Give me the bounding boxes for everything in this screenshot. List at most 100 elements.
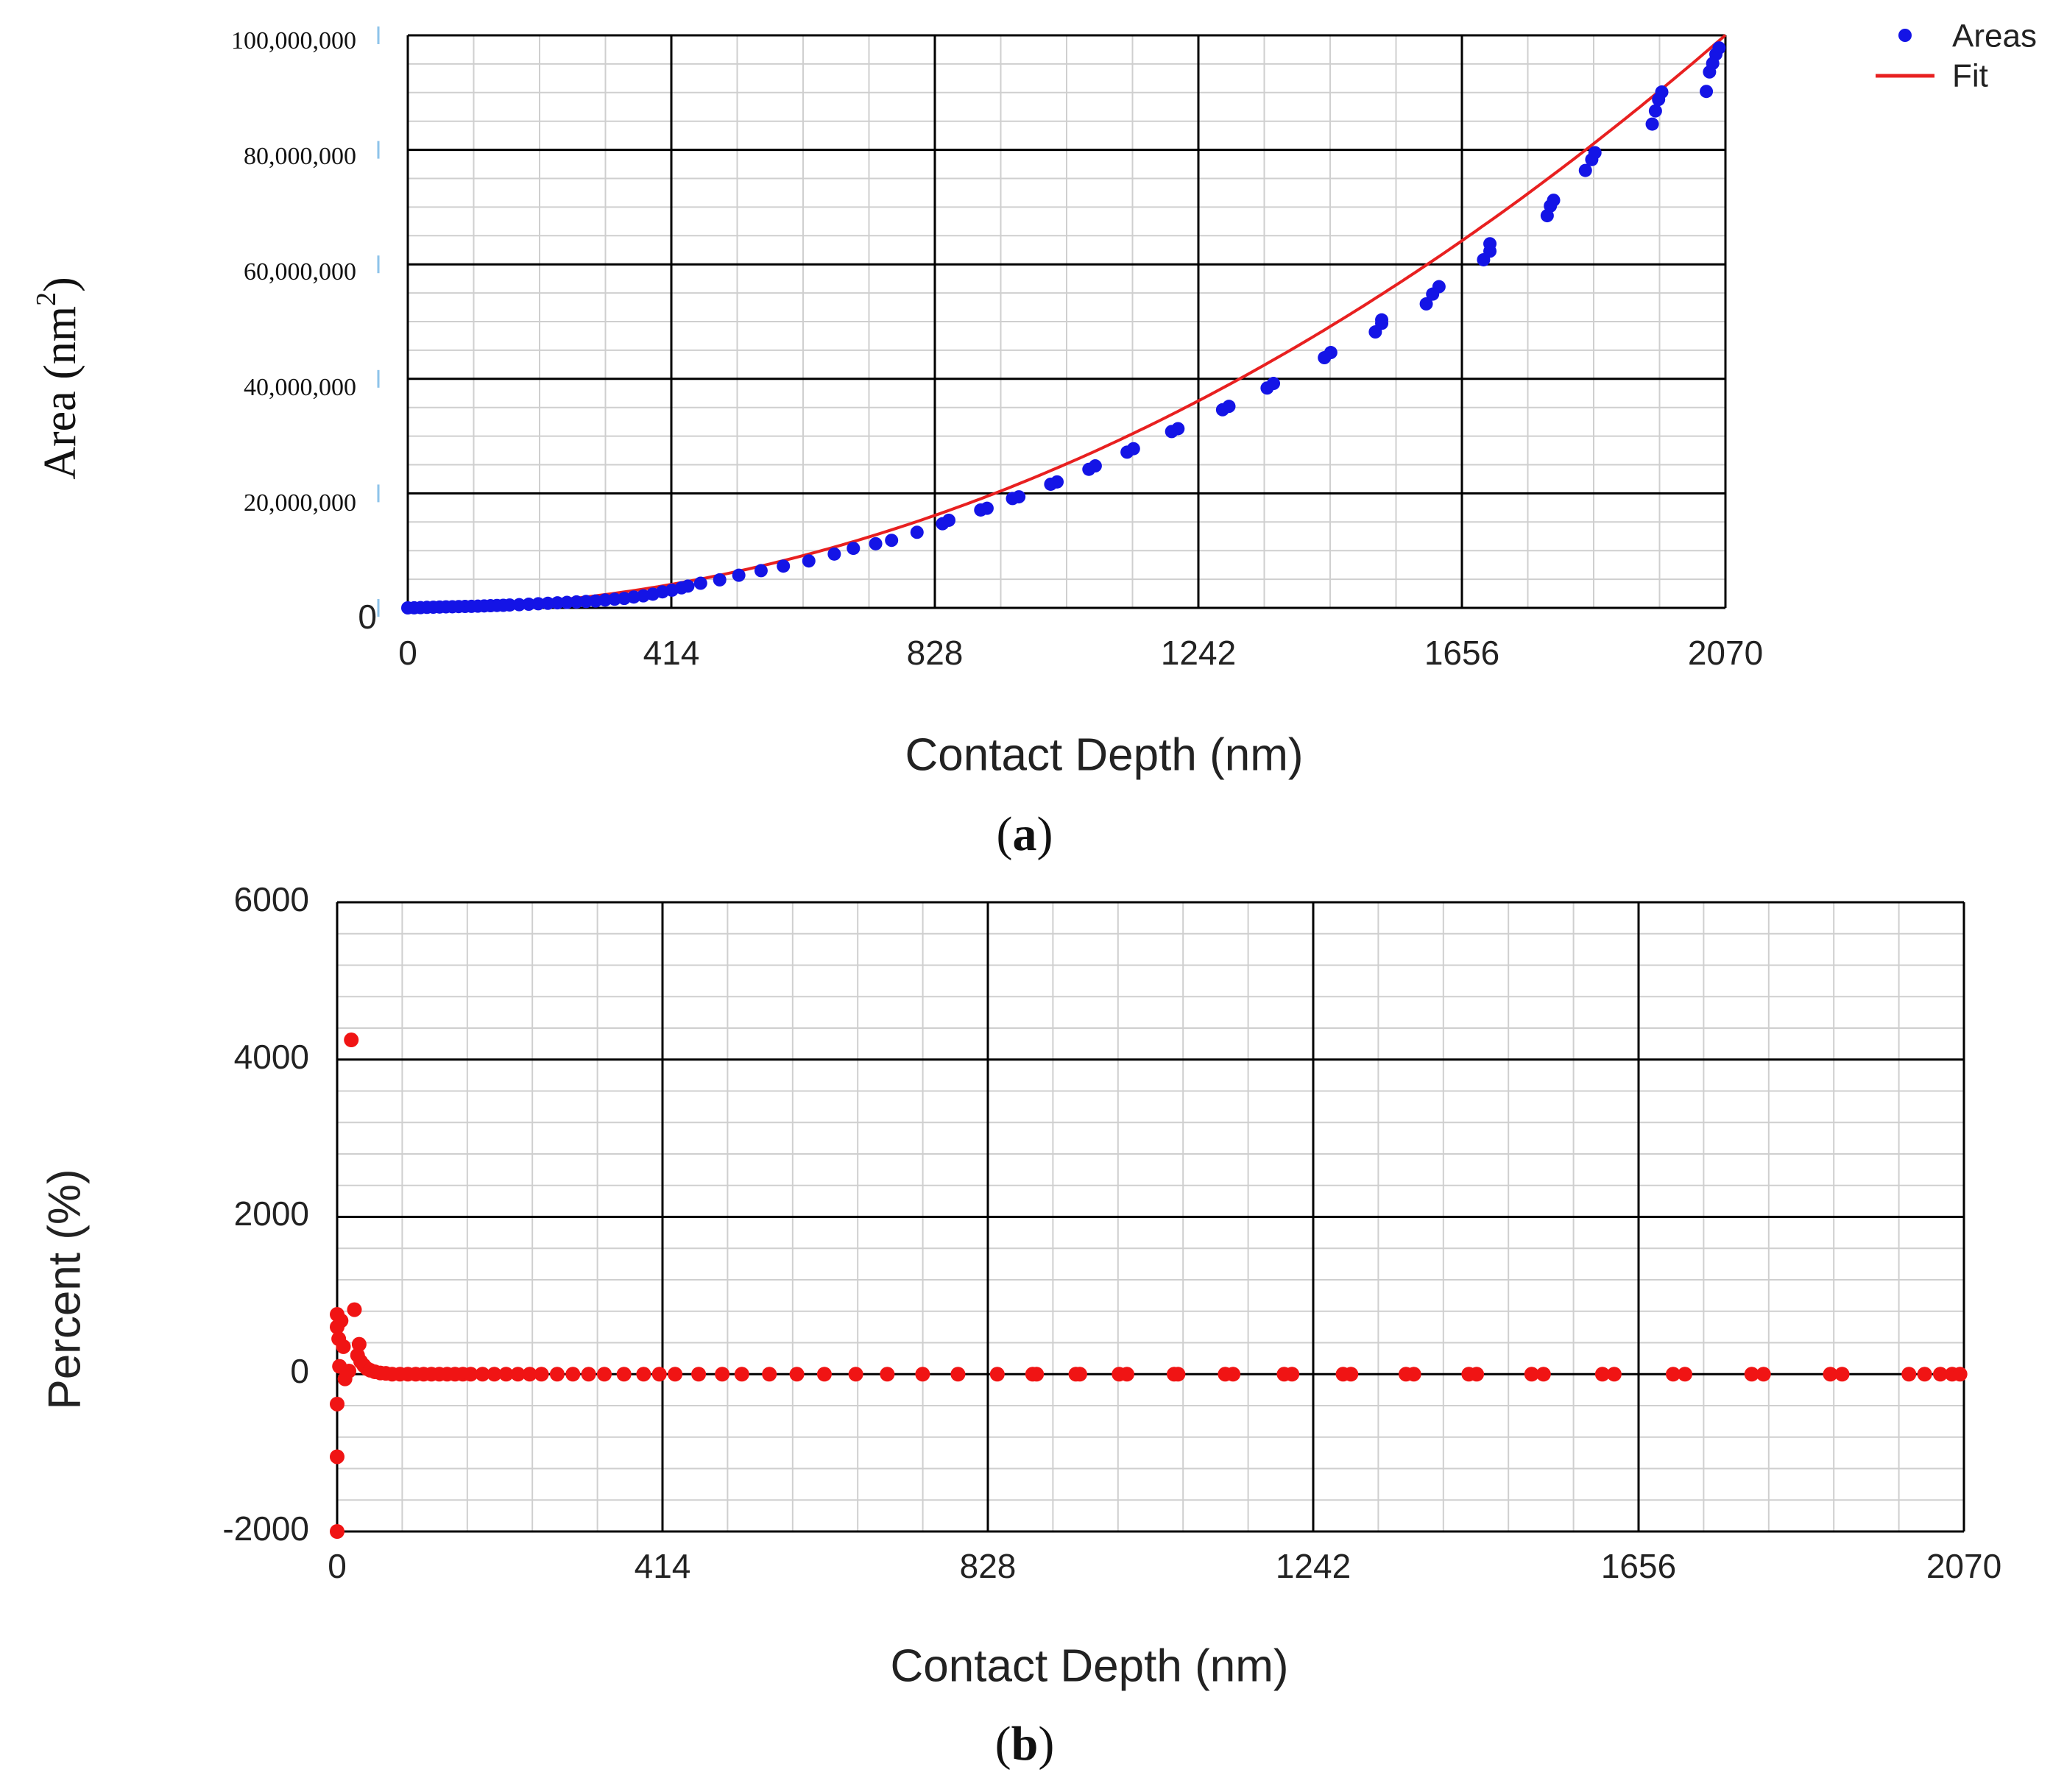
area-point (1375, 313, 1389, 327)
area-point (541, 596, 555, 610)
x-tick-label: 1242 (1276, 1547, 1351, 1585)
area-point (980, 501, 994, 515)
caption-a-open: ( (997, 807, 1013, 861)
area-point (732, 568, 746, 582)
percent-point (915, 1367, 930, 1382)
area-point (1324, 346, 1338, 360)
percent-point (1170, 1367, 1186, 1382)
percent-point (816, 1367, 832, 1382)
area-point (589, 594, 603, 608)
area-point (1483, 237, 1497, 251)
area-chart-grid (406, 34, 1727, 609)
area-point (1547, 194, 1561, 208)
y-tick-label: 20,000,000 (244, 489, 356, 517)
x-tick-label: 2070 (1688, 634, 1763, 672)
area-point (1126, 442, 1140, 456)
percent-point (487, 1367, 502, 1382)
y-axis-label-close: ) (35, 277, 85, 292)
percent-chart-x-ticks: 0 414 828 1242 1656 2070 (328, 1547, 2001, 1585)
area-point (1645, 117, 1659, 131)
area-point (1419, 297, 1433, 311)
caption-b-letter: b (1011, 1717, 1039, 1771)
legend: Areas Fit (1876, 18, 2037, 94)
area-point (1222, 400, 1236, 414)
area-point (1648, 104, 1662, 118)
x-tick-label: 0 (328, 1547, 347, 1585)
x-tick-label: 1656 (1424, 634, 1499, 672)
y-tick-label: 80,000,000 (244, 143, 356, 170)
percent-point (344, 1033, 359, 1048)
fit-curve (408, 34, 1727, 609)
percent-point (1744, 1367, 1759, 1382)
percent-point (880, 1367, 895, 1382)
x-tick-label: 1656 (1601, 1547, 1676, 1585)
legend-fit-label: Fit (1952, 58, 1988, 94)
caption-b: (b) (995, 1717, 1055, 1771)
percent-point (691, 1367, 707, 1382)
percent-point (1029, 1367, 1045, 1382)
area-point (827, 547, 841, 561)
y-tick-label: -2000 (222, 1509, 309, 1548)
x-tick-label: 414 (635, 1547, 691, 1585)
area-point (560, 595, 574, 609)
area-point (942, 513, 956, 527)
y-tick-label: 0 (290, 1352, 309, 1390)
caption-b-open: ( (995, 1717, 1011, 1771)
y-axis-label: Area (nm2) (31, 277, 86, 480)
y-tick-label: 0 (358, 598, 377, 636)
x-tick-label: 1242 (1161, 634, 1236, 672)
percent-point (789, 1367, 805, 1382)
percent-point (1834, 1367, 1850, 1382)
area-point (885, 534, 899, 548)
percent-point (1677, 1367, 1692, 1382)
area-point (1171, 422, 1185, 436)
percent-point (596, 1367, 612, 1382)
x-tick-label: 2070 (1926, 1547, 2001, 1585)
area-point (1712, 41, 1726, 55)
percent-chart-y-ticks: -2000 0 2000 4000 6000 (222, 880, 309, 1548)
percent-data-points (330, 1033, 1968, 1539)
percent-point (1469, 1367, 1485, 1382)
percent-point (1756, 1367, 1771, 1382)
percent-point (522, 1367, 537, 1382)
area-point (1050, 475, 1064, 489)
area-point (522, 598, 536, 612)
percent-point (1072, 1367, 1087, 1382)
percent-point (1524, 1367, 1539, 1382)
area-point (503, 598, 517, 612)
x-tick-label: 0 (398, 634, 417, 672)
area-point (1700, 85, 1714, 99)
y-tick-label: 60,000,000 (244, 258, 356, 286)
percent-point (330, 1449, 344, 1465)
x-tick-label: 828 (907, 634, 964, 672)
y-tick-label: 40,000,000 (244, 374, 356, 401)
percent-point (549, 1367, 565, 1382)
percent-point (1119, 1367, 1134, 1382)
x-tick-label: 414 (643, 634, 700, 672)
percent-point (534, 1367, 549, 1382)
percent-point (848, 1367, 863, 1382)
percent-point (581, 1367, 596, 1382)
area-point (910, 525, 924, 539)
caption-a-close: ) (1037, 807, 1053, 861)
y-axis-label: Percent (%) (39, 1169, 90, 1409)
percent-point (1917, 1367, 1932, 1382)
percent-point (1343, 1367, 1359, 1382)
percent-point (989, 1367, 1005, 1382)
area-point (1088, 459, 1102, 473)
percent-point (463, 1367, 478, 1382)
area-chart-panel: 0 20,000,000 40,000,000 60,000,000 80,00… (31, 18, 2037, 862)
area-point (681, 579, 695, 593)
y-tick-label: 4000 (234, 1038, 309, 1076)
y-tick-label: 2000 (234, 1194, 309, 1233)
percent-point (950, 1367, 966, 1382)
x-tick-label: 828 (960, 1547, 1017, 1585)
percent-point (1823, 1367, 1838, 1382)
area-point (608, 592, 622, 606)
area-point (512, 598, 526, 612)
legend-areas-label: Areas (1952, 18, 2037, 54)
area-point (869, 536, 883, 550)
percent-point (351, 1336, 367, 1352)
legend-areas-marker (1898, 29, 1912, 42)
